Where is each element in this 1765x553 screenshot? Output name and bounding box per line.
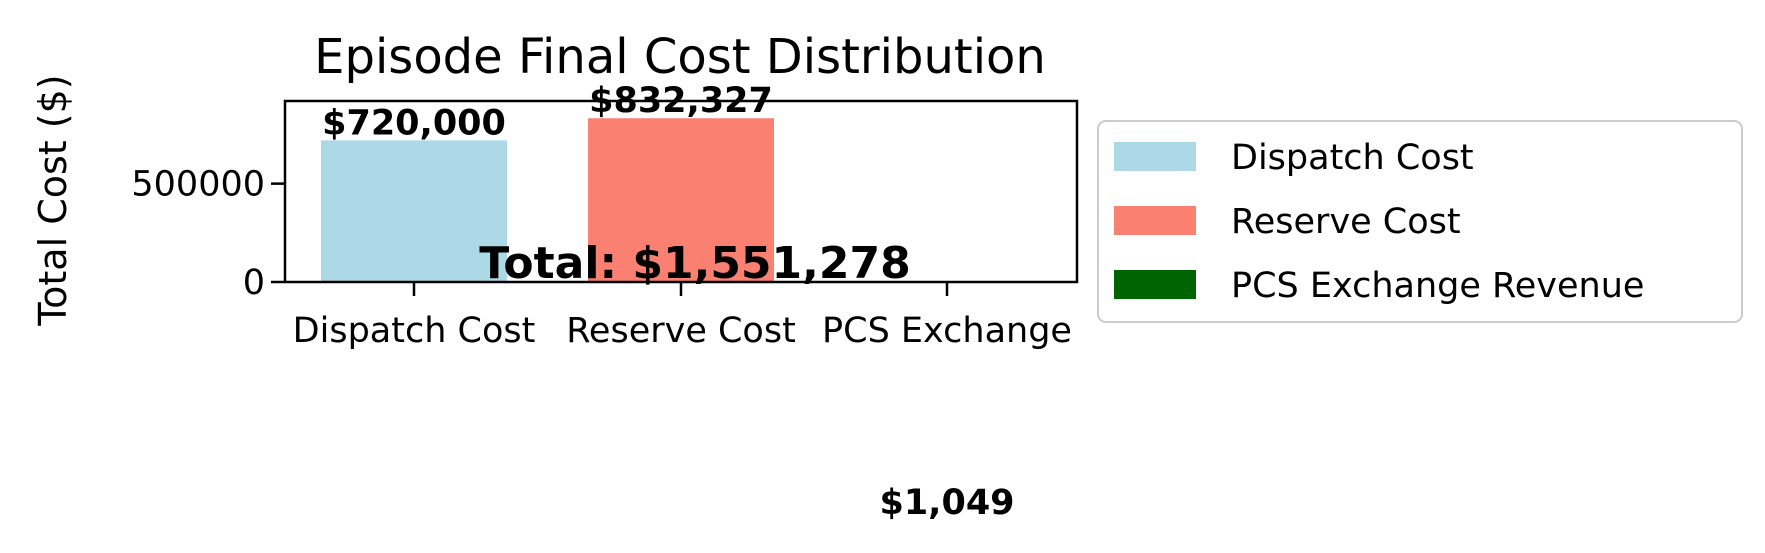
- ticks-group: Dispatch Cost Reserve Cost PCS Exchange 0 50…: [131, 165, 1072, 351]
- legend: Dispatch Cost Reserve Cost PCS Exchange Re…: [1097, 120, 1743, 323]
- bar-value-label-2: $1,049: [879, 483, 1014, 523]
- bar-0: [321, 140, 507, 282]
- bar-1: [588, 118, 774, 282]
- x-tick-label-0: Dispatch Cost: [293, 311, 536, 351]
- plot-frame: [283, 99, 1079, 284]
- y-axis-label: Total Cost ($): [31, 74, 75, 326]
- legend-swatch-2: [1114, 270, 1196, 299]
- legend-swatch-1: [1114, 206, 1196, 235]
- legend-label-0: Dispatch Cost: [1231, 138, 1474, 178]
- y-tick-label-1: 500000: [131, 165, 265, 205]
- legend-swatch-0: [1114, 142, 1196, 171]
- chart-title: Episode Final Cost Distribution: [314, 29, 1046, 85]
- bars-group: [321, 118, 774, 282]
- legend-box: [1097, 120, 1743, 323]
- x-tick-label-2: PCS Exchange: [822, 311, 1072, 351]
- legend-label-2: PCS Exchange Revenue: [1231, 266, 1644, 306]
- total-annotation: Total: $1,551,278: [479, 238, 910, 289]
- legend-label-1: Reserve Cost: [1231, 202, 1461, 242]
- x-tick-label-1: Reserve Cost: [566, 311, 796, 351]
- bar-value-label-0: $720,000: [322, 103, 506, 143]
- y-tick-label-0: 0: [243, 263, 265, 303]
- legend-items: Dispatch Cost Reserve Cost PCS Exchange Re…: [1114, 138, 1644, 306]
